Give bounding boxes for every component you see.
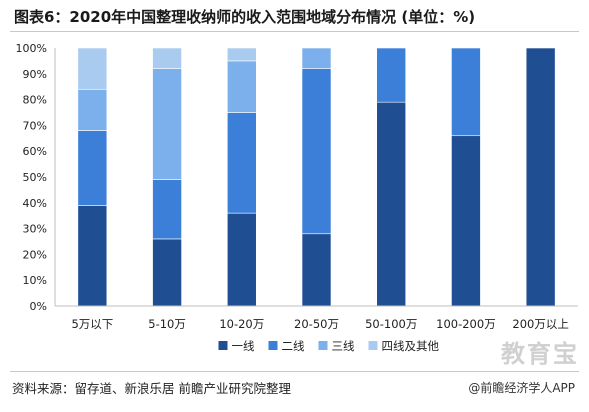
y-tick-label: 90%	[23, 68, 47, 81]
y-tick-label: 0%	[30, 300, 47, 313]
bar-segment-3	[152, 68, 182, 180]
credit-note: @前瞻经济学人APP	[468, 381, 575, 395]
y-tick-label: 40%	[23, 197, 47, 210]
x-tick-label: 5万以下	[71, 317, 113, 331]
bar-segment-2	[376, 47, 407, 103]
bar-segment-3	[301, 47, 332, 69]
x-tick-label: 50-100万	[365, 317, 417, 331]
legend-label-1: 一线	[232, 339, 255, 353]
bar-segment-4	[77, 47, 108, 90]
title-divider	[10, 31, 579, 32]
bar-segment-3	[77, 88, 108, 131]
x-tick-label: 200万以上	[512, 317, 568, 331]
legend-swatch-1	[218, 341, 228, 350]
chart-title: 图表6：2020年中国整理收纳师的收入范围地域分布情况 (单位：%)	[14, 8, 476, 26]
bar-segment-1	[525, 47, 556, 307]
bar-segment-4	[152, 47, 182, 69]
bar-segment-1	[152, 238, 182, 307]
bar-segment-1	[451, 135, 481, 307]
bar-segment-2	[301, 68, 332, 235]
y-tick-label: 10%	[23, 274, 47, 287]
stacked-bar-chart: 0% 10% 20% 30% 40% 50% 60% 70% 80% 90% 100% 5万以下 5-1…	[16, 42, 578, 353]
y-tick-label: 60%	[23, 145, 47, 158]
watermark-logo: 教育宝	[501, 339, 579, 368]
legend-label-3: 三线	[332, 339, 355, 353]
x-tick-label: 20-50万	[294, 317, 339, 331]
bar-segment-2	[226, 112, 257, 214]
y-tick-label: 100%	[16, 42, 47, 55]
bar-segment-1	[77, 205, 108, 307]
x-tick-label: 100-200万	[436, 317, 496, 331]
x-tick-label: 5-10万	[148, 317, 186, 331]
bar-segment-1	[301, 233, 332, 307]
bar-segment-1	[376, 101, 407, 307]
legend-swatch-4	[368, 341, 378, 350]
y-tick-label: 80%	[23, 94, 47, 107]
bar-segment-1	[226, 212, 257, 307]
bar-segment-4	[226, 47, 257, 62]
footer-divider	[10, 371, 579, 372]
bar-segment-3	[226, 60, 257, 113]
bar-segment-2	[152, 179, 182, 240]
legend-label-4: 四线及其他	[382, 339, 440, 353]
bar-segment-2	[77, 130, 108, 206]
x-tick-label: 10-20万	[219, 317, 264, 331]
bar-segment-2	[451, 47, 481, 137]
y-tick-label: 50%	[23, 171, 47, 184]
legend-label-2: 二线	[282, 339, 305, 353]
y-tick-label: 20%	[23, 248, 47, 261]
source-note: 资料来源：留存道、新浪乐居 前瞻产业研究院整理	[12, 381, 291, 396]
y-tick-label: 30%	[23, 223, 47, 236]
y-tick-label: 70%	[23, 119, 47, 132]
legend-swatch-2	[268, 341, 278, 350]
legend-swatch-3	[318, 341, 328, 350]
